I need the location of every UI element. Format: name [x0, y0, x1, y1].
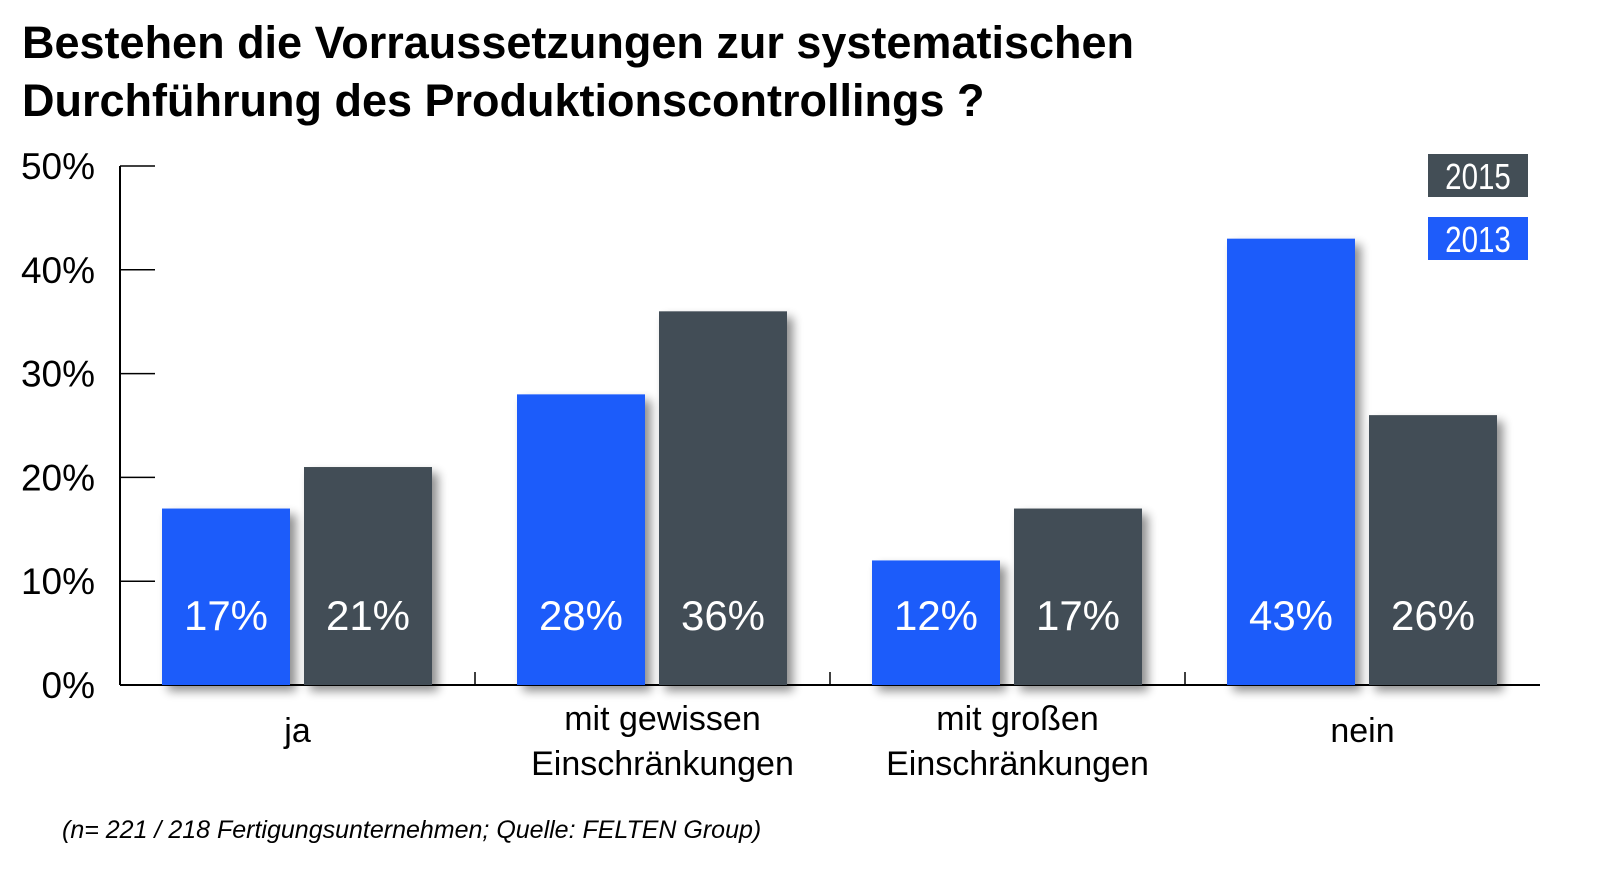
bar-value-label: 28% [539, 592, 623, 639]
x-category-label: Einschränkungen [886, 745, 1149, 783]
chart-title-line-1: Bestehen die Vorraussetzungen zur system… [22, 17, 1134, 68]
legend-label-2015: 2015 [1445, 156, 1511, 196]
bar-value-label: 17% [184, 592, 268, 639]
x-category-label: ja [283, 712, 311, 750]
legend-label-2013: 2013 [1445, 219, 1511, 259]
x-category-label: nein [1330, 712, 1394, 750]
x-category-label: mit großen [936, 700, 1099, 738]
bar-2013 [517, 394, 645, 685]
bar-value-label: 21% [326, 592, 410, 639]
legend-swatch-2013 [1428, 217, 1528, 260]
y-tick-label: 10% [21, 561, 95, 602]
y-tick-label: 30% [21, 354, 95, 395]
bar-value-label: 17% [1036, 592, 1120, 639]
legend-swatch-2015 [1428, 154, 1528, 197]
x-category-label: mit gewissen [564, 700, 761, 738]
footnote: (n= 221 / 218 Fertigungsunternehmen; Que… [62, 816, 761, 844]
bar-value-label: 36% [681, 592, 765, 639]
bar-2015 [1369, 415, 1497, 685]
y-tick-label: 50% [21, 146, 95, 187]
chart-title-line-2: Durchführung des Produktionscontrollings… [22, 75, 985, 126]
bar-2013 [872, 560, 1000, 685]
y-tick-label: 20% [21, 457, 95, 498]
y-tick-label: 40% [21, 250, 95, 291]
bar-2015 [1014, 508, 1142, 685]
bar-value-label: 26% [1391, 592, 1475, 639]
bar-value-label: 43% [1249, 592, 1333, 639]
bar-value-label: 12% [894, 592, 978, 639]
bar-2015 [659, 311, 787, 685]
y-tick-label: 0% [42, 665, 95, 706]
bar-2013 [1227, 238, 1355, 685]
x-category-label: Einschränkungen [531, 745, 794, 783]
bar-2013 [162, 508, 290, 685]
bar-2015 [304, 467, 432, 685]
